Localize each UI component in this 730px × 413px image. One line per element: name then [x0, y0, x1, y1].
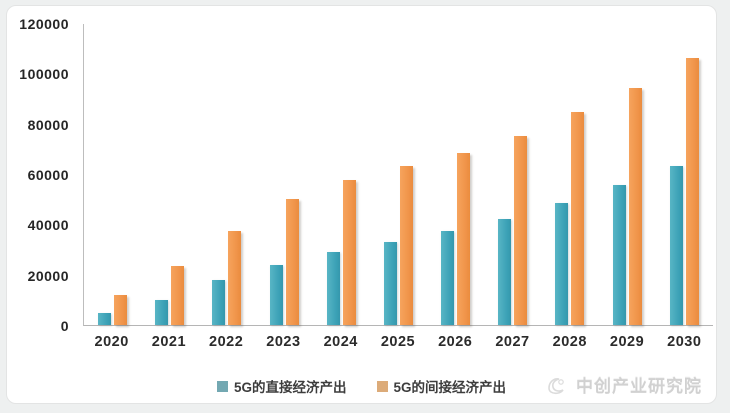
bar-group-2025: [383, 166, 413, 325]
bar-groups: [84, 24, 713, 325]
bar-indirect-2029: [628, 88, 642, 325]
bar-direct-2027: [498, 219, 512, 325]
y-tick-label-100000: 100000: [19, 66, 69, 83]
bar-indirect-2026: [457, 153, 471, 325]
y-tick-label-80000: 80000: [27, 116, 69, 133]
y-tick-label-120000: 120000: [19, 16, 69, 32]
x-tick-label-2023: 2023: [266, 334, 301, 350]
y-tick-label-20000: 20000: [27, 267, 69, 284]
bar-indirect-2021: [171, 266, 185, 325]
legend-label-direct: 5G的直接经济产出: [233, 380, 347, 395]
bar-group-2024: [326, 180, 356, 325]
x-tick-label-2022: 2022: [209, 334, 244, 350]
swoosh-logo-icon: [548, 377, 564, 394]
chart-card: 0 20000 40000 60000 80000 100000 120000 2020 20…: [6, 5, 717, 404]
y-tick-label-40000: 40000: [27, 217, 69, 234]
bar-direct-2024: [326, 252, 340, 325]
bar-direct-2029: [612, 185, 626, 325]
watermark-text: 中创产业研究院: [576, 377, 702, 396]
bar-group-2028: [555, 112, 585, 325]
bar-indirect-2023: [285, 199, 299, 325]
x-tick-label-2026: 2026: [438, 334, 473, 350]
legend-item-indirect: 5G的间接经济产出: [376, 376, 507, 396]
legend-swatch-indirect-icon: [376, 380, 388, 392]
bar-group-2021: [155, 266, 185, 325]
x-tick-label-2020: 2020: [94, 334, 129, 350]
x-tick-label-2030: 2030: [667, 334, 702, 350]
bar-indirect-2025: [399, 166, 413, 325]
bar-group-2022: [212, 231, 242, 325]
bar-direct-2026: [441, 231, 455, 325]
bar-direct-2023: [269, 265, 283, 325]
x-tick-label-2024: 2024: [323, 334, 358, 350]
bar-group-2030: [669, 58, 699, 325]
bar-group-2026: [441, 153, 471, 325]
bar-indirect-2024: [342, 180, 356, 325]
x-tick-label-2027: 2027: [495, 334, 530, 350]
bar-group-2020: [98, 295, 128, 325]
plot-area: [83, 24, 713, 326]
x-tick-label-2028: 2028: [552, 334, 587, 350]
x-axis-labels: 2020 2021 2022 2023 2024 2025 2026 2027 2028 2029…: [83, 334, 713, 350]
bar-indirect-2022: [228, 231, 242, 325]
bar-direct-2030: [669, 166, 683, 325]
bar-indirect-2020: [114, 295, 128, 325]
bar-direct-2021: [155, 300, 169, 325]
x-tick-label-2029: 2029: [609, 334, 645, 350]
legend-label-indirect: 5G的间接经济产出: [393, 380, 507, 395]
bar-direct-2025: [383, 242, 397, 325]
bar-indirect-2030: [685, 58, 699, 325]
bar-indirect-2027: [514, 136, 528, 325]
legend-item-direct: 5G的直接经济产出: [216, 376, 347, 396]
bar-direct-2028: [555, 203, 569, 325]
bar-group-2027: [498, 136, 528, 325]
x-tick-label-2025: 2025: [380, 334, 416, 350]
y-tick-label-0: 0: [60, 318, 69, 334]
legend: 5G的直接经济产出 5G的间接经济产出: [7, 376, 716, 396]
watermark: 中创产业研究院: [545, 372, 702, 397]
legend-swatch-direct-icon: [216, 380, 228, 392]
x-tick-label-2021: 2021: [151, 334, 187, 350]
bar-group-2023: [269, 199, 299, 325]
y-tick-label-60000: 60000: [27, 167, 69, 183]
bar-group-2029: [612, 88, 642, 325]
bar-direct-2020: [98, 313, 112, 325]
bar-indirect-2028: [571, 112, 585, 325]
bar-direct-2022: [212, 280, 226, 325]
